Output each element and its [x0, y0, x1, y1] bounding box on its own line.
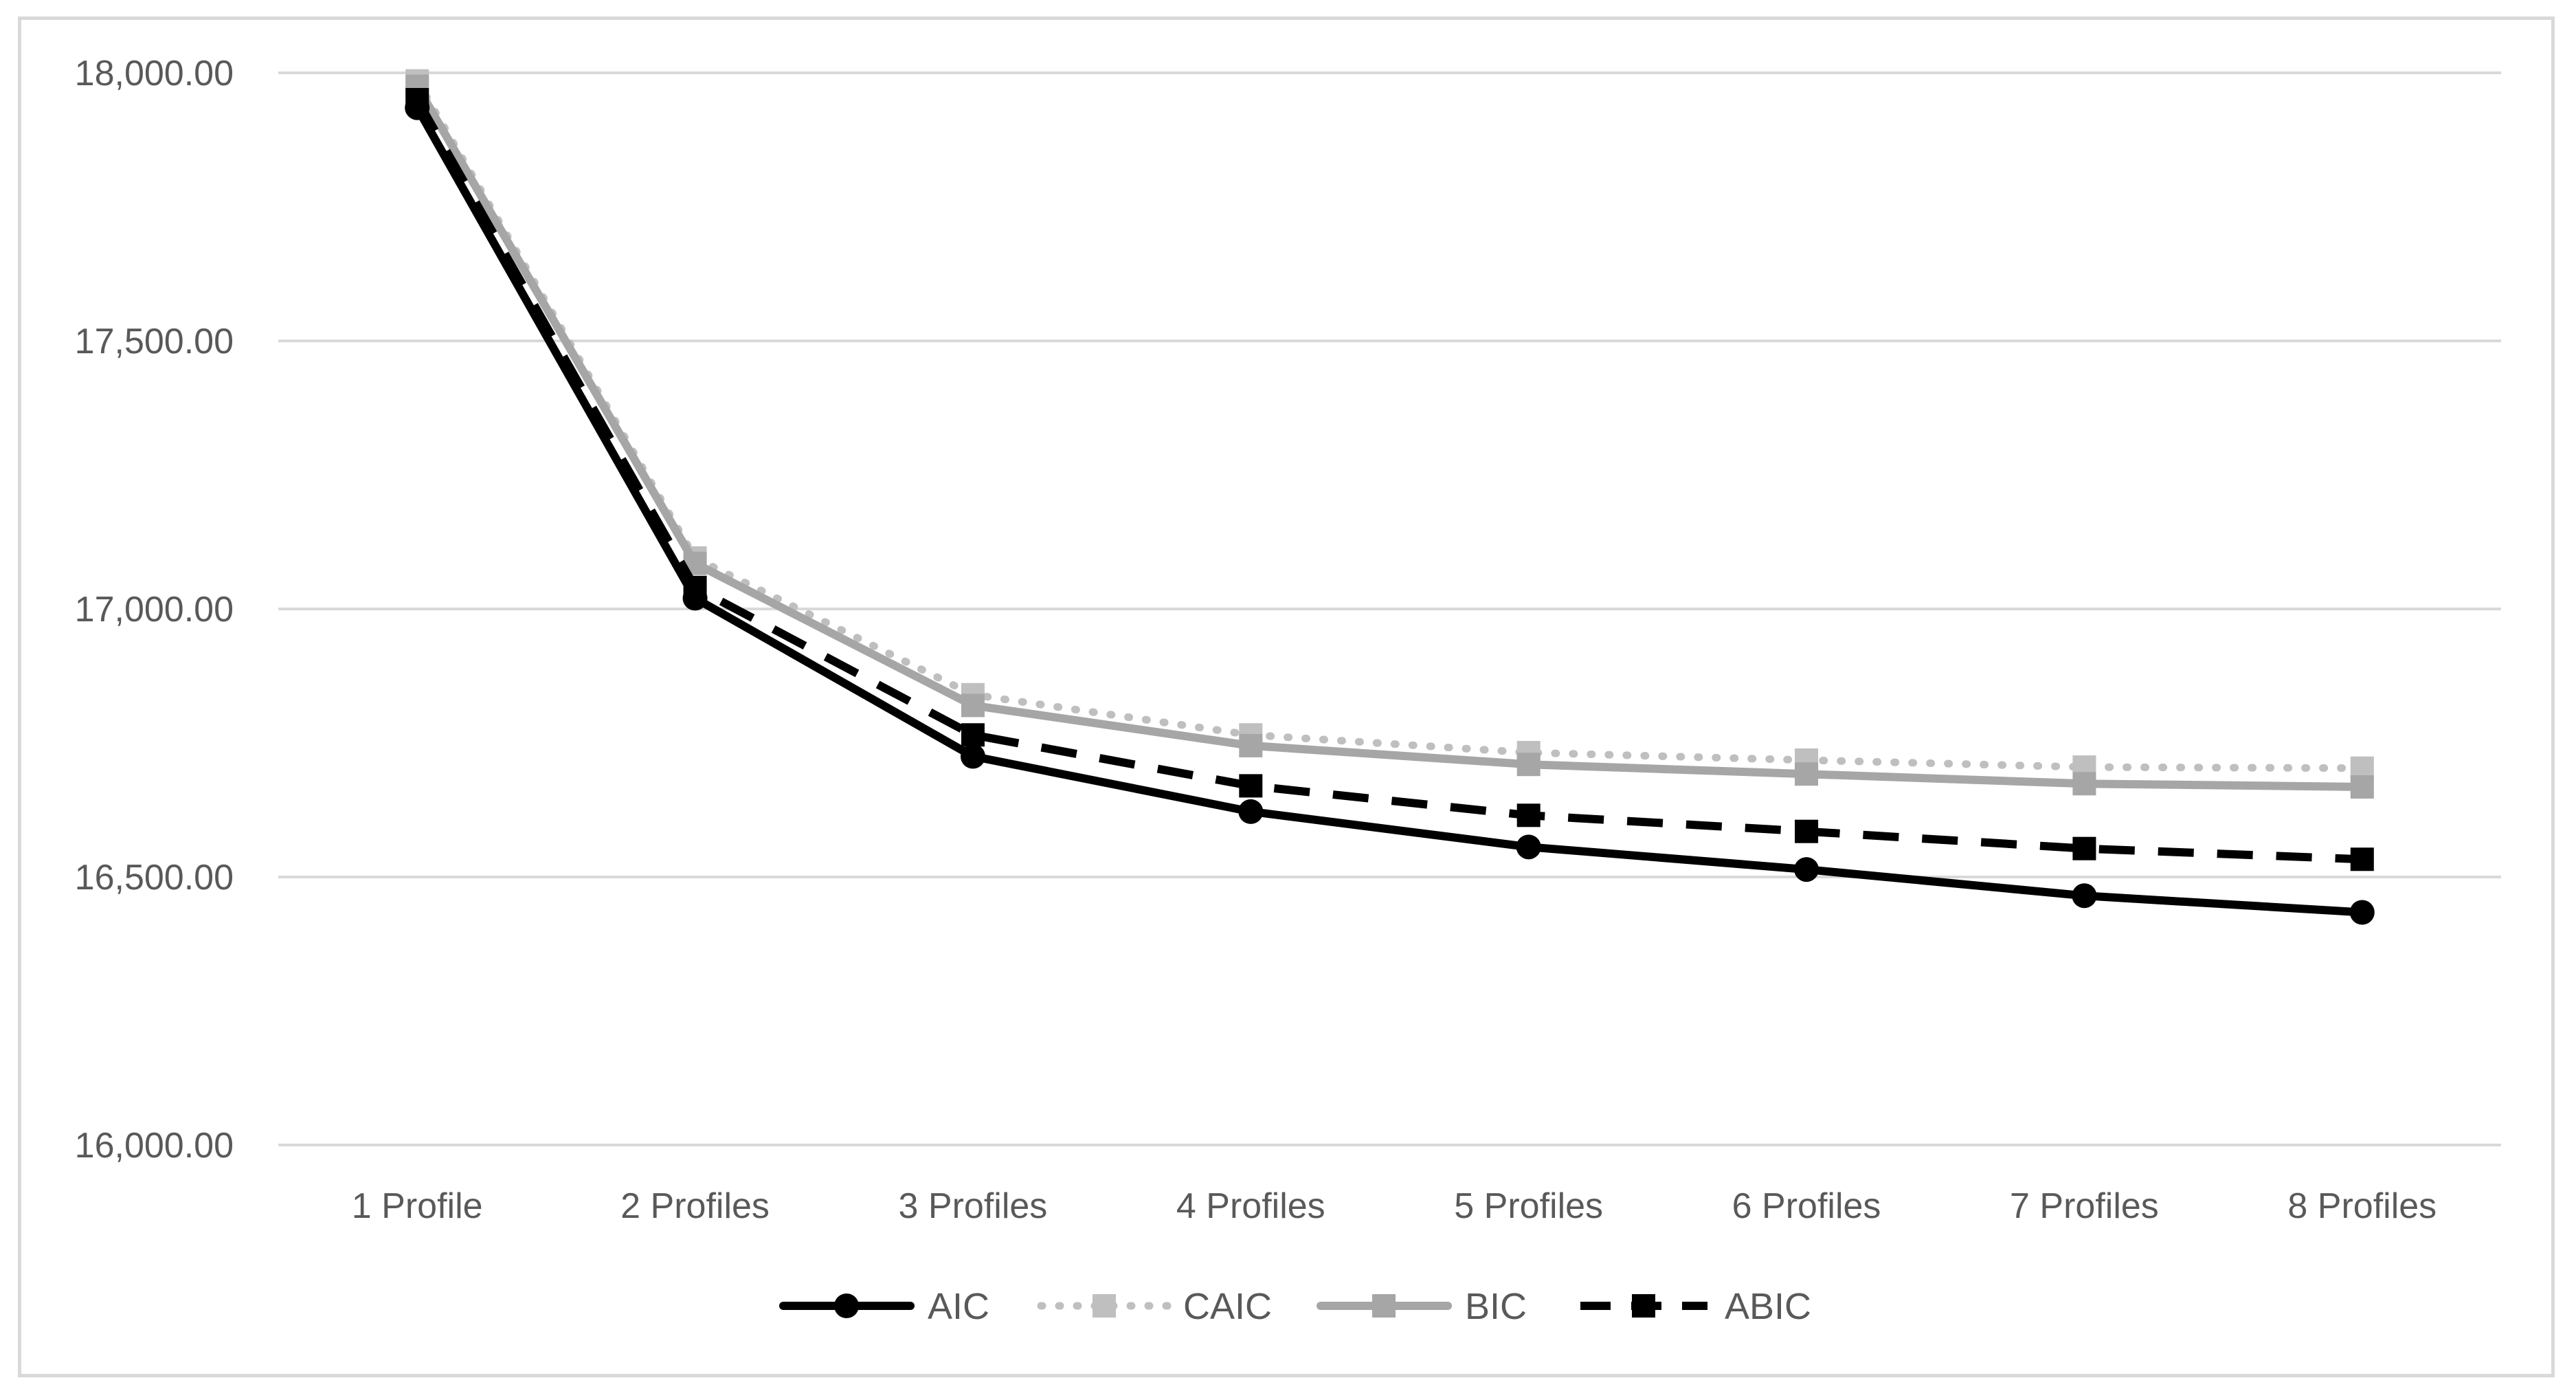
legend-item-abic: ABIC: [1580, 1286, 1811, 1327]
bic-line: [413, 82, 2366, 791]
aic-point: [1794, 857, 1819, 882]
series-abic: [405, 88, 2374, 871]
y-tick-label: 17,500.00: [75, 322, 234, 362]
aic-point: [682, 586, 708, 611]
legend-label: BIC: [1465, 1286, 1527, 1327]
legend-label: AIC: [928, 1286, 989, 1327]
y-tick-label: 16,000.00: [75, 1126, 234, 1166]
series-lines: [405, 69, 2375, 925]
aic-point: [405, 95, 430, 120]
legend-label: ABIC: [1725, 1286, 1811, 1327]
aic-point: [2349, 900, 2375, 925]
legend-swatch-marker: [1372, 1294, 1396, 1318]
y-tick-label: 16,500.00: [75, 858, 234, 898]
x-tick-label: 3 Profiles: [899, 1186, 1048, 1226]
x-tick-label: 8 Profiles: [2287, 1186, 2437, 1226]
legend-swatch-marker: [1093, 1294, 1116, 1318]
bic-point: [961, 693, 985, 718]
x-tick-label: 5 Profiles: [1454, 1186, 1603, 1226]
abic-point: [2072, 836, 2096, 860]
x-axis-tick-labels: 1 Profile 2 Profiles 3 Profiles 4 Profiles 5…: [352, 1186, 2437, 1226]
abic-point: [1795, 819, 1819, 843]
legend-swatch-marker: [834, 1293, 859, 1318]
bic-point: [2350, 775, 2374, 799]
y-tick-label: 17,000.00: [75, 590, 234, 630]
aic-point: [1516, 834, 1541, 860]
x-tick-label: 4 Profiles: [1176, 1186, 1325, 1226]
series-caic: [405, 69, 2374, 780]
bic-point: [1795, 762, 1819, 786]
legend-item-aic: AIC: [779, 1286, 989, 1327]
aic-point: [2072, 883, 2097, 909]
legend-label: CAIC: [1183, 1286, 1272, 1327]
abic-line: [413, 98, 2363, 864]
y-axis-tick-labels: 16,000.00 16,500.00 17,000.00 17,500.00 18,0…: [75, 54, 234, 1166]
x-tick-label: 7 Profiles: [2010, 1186, 2159, 1226]
abic-point: [1239, 774, 1263, 798]
series-aic: [405, 95, 2375, 925]
abic-point: [1516, 803, 1541, 827]
gridlines: [278, 71, 2501, 1146]
aic-line: [413, 103, 2366, 917]
abic-point: [2350, 847, 2374, 871]
x-tick-label: 2 Profiles: [620, 1186, 770, 1226]
bic-point: [2072, 772, 2096, 796]
series-bic: [405, 74, 2374, 799]
bic-point: [1239, 733, 1263, 757]
caic-line: [413, 77, 2366, 773]
y-tick-label: 18,000.00: [75, 54, 234, 93]
legend-item-caic: CAIC: [1037, 1286, 1272, 1327]
bic-point: [1516, 753, 1541, 777]
chart-frame: [18, 16, 2555, 1377]
abic-point: [961, 723, 985, 747]
x-tick-label: 1 Profile: [352, 1186, 483, 1226]
aic-point: [1238, 799, 1264, 824]
legend-item-bic: BIC: [1317, 1286, 1527, 1327]
legend: AIC CAIC BIC ABIC: [779, 1286, 1811, 1327]
legend-swatch-marker: [1632, 1294, 1655, 1318]
x-tick-label: 6 Profiles: [1732, 1186, 1881, 1226]
aic-point: [960, 744, 985, 769]
